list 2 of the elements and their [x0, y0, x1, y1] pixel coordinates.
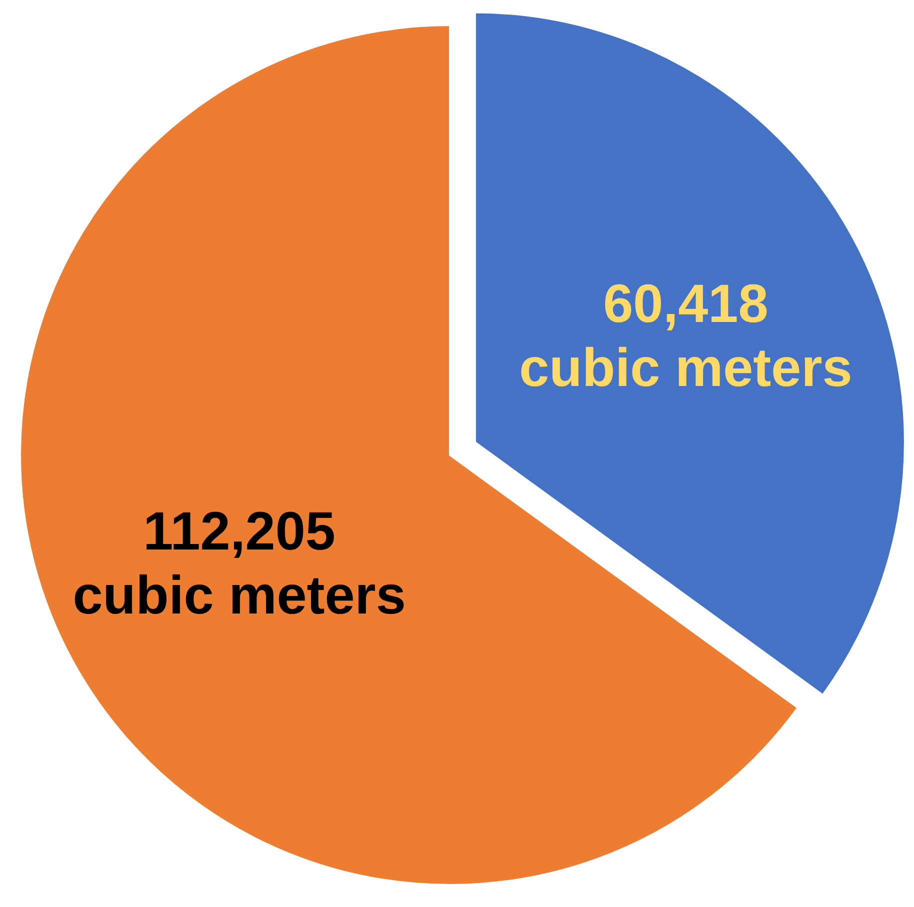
data-label: 112,205 cubic meters: [72, 501, 406, 626]
data-label: 60,418 cubic meters: [519, 274, 852, 398]
